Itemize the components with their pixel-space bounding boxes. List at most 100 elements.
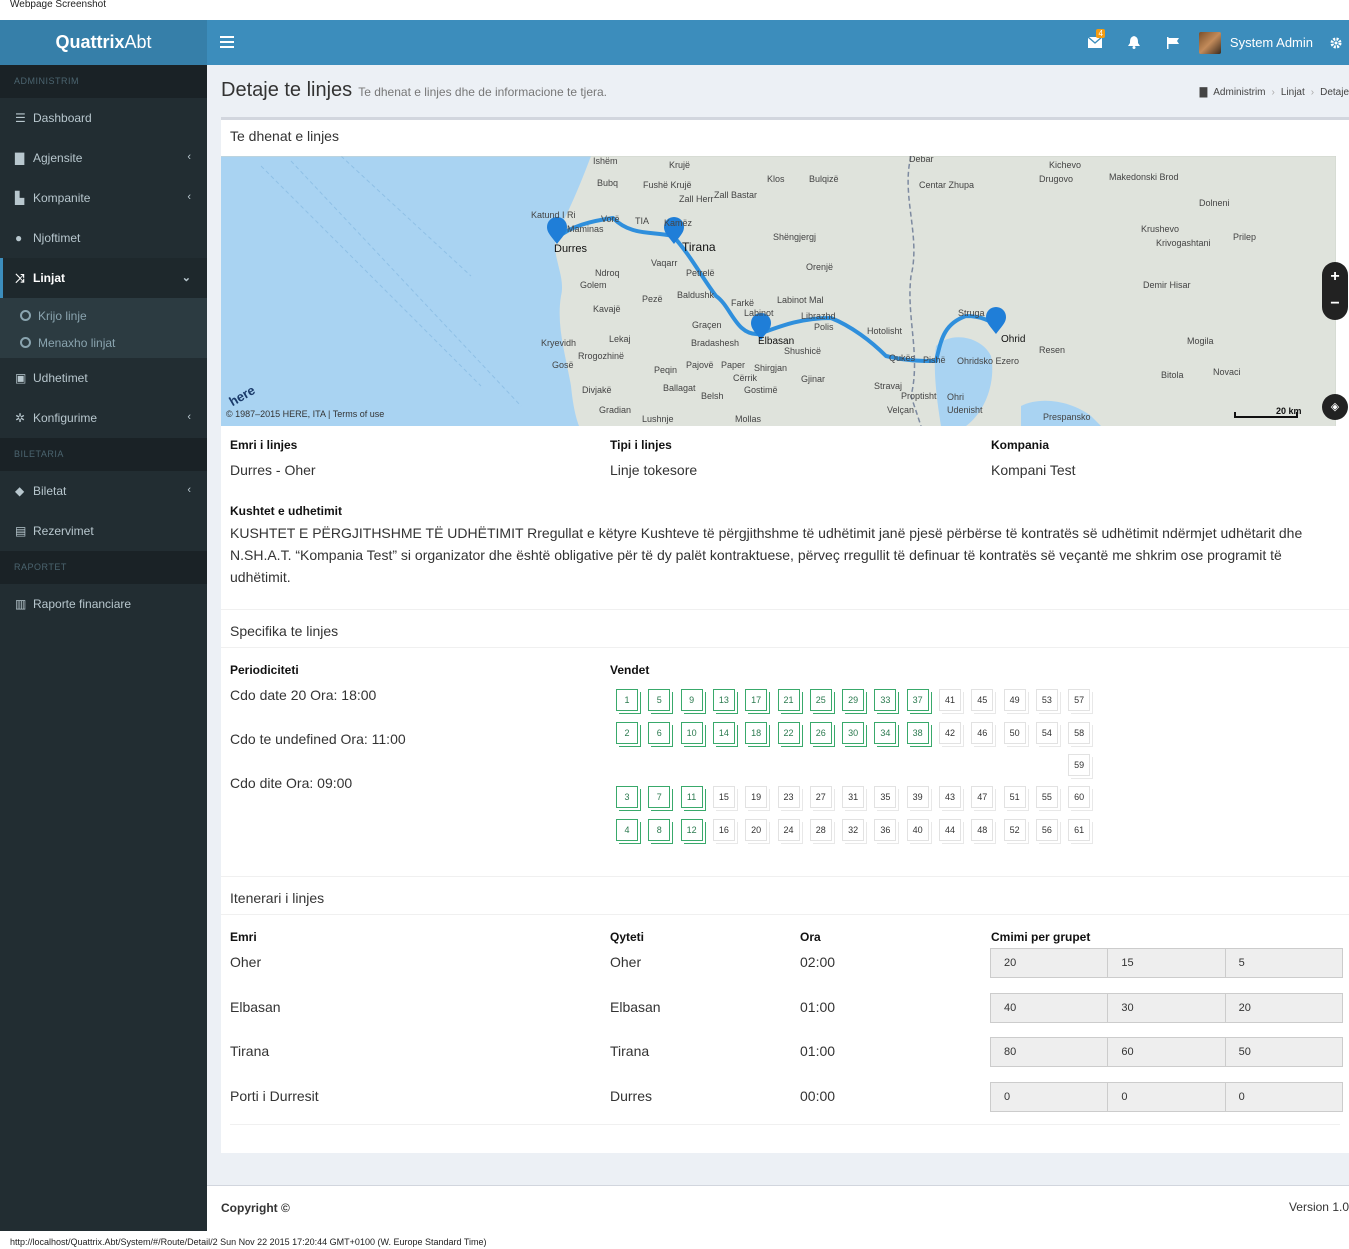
seat-47[interactable]: 47 bbox=[971, 786, 994, 808]
zoom-out-icon[interactable]: − bbox=[1330, 295, 1340, 312]
seat-57[interactable]: 57 bbox=[1068, 689, 1091, 711]
seat-35[interactable]: 35 bbox=[874, 786, 897, 808]
sidebar-item-rezervimet[interactable]: ▤ Rezervimet bbox=[0, 511, 207, 551]
seat-53[interactable]: 53 bbox=[1035, 689, 1058, 711]
price-cell[interactable]: 0 bbox=[991, 1083, 1109, 1111]
seat-33[interactable]: 33 bbox=[874, 689, 897, 711]
seat-36[interactable]: 36 bbox=[874, 819, 897, 841]
layers-icon[interactable]: ◈ bbox=[1322, 394, 1348, 420]
seat-20[interactable]: 20 bbox=[745, 819, 768, 841]
seat-14[interactable]: 14 bbox=[712, 722, 735, 744]
seat-22[interactable]: 22 bbox=[777, 722, 800, 744]
seat-44[interactable]: 44 bbox=[939, 819, 961, 841]
price-cell[interactable]: 40 bbox=[991, 994, 1109, 1022]
sidebar-item-njoftimet[interactable]: ● Njoftimet bbox=[0, 218, 207, 258]
seat-29[interactable]: 29 bbox=[842, 689, 865, 711]
seat-37[interactable]: 37 bbox=[906, 689, 929, 711]
seat-16[interactable]: 16 bbox=[712, 819, 735, 841]
seat-43[interactable]: 43 bbox=[939, 786, 961, 808]
seat-6[interactable]: 6 bbox=[648, 722, 671, 744]
seat-5[interactable]: 5 bbox=[648, 689, 671, 711]
seat-54[interactable]: 54 bbox=[1035, 722, 1058, 744]
mail-icon[interactable]: 4 bbox=[1076, 20, 1115, 65]
gear-icon[interactable] bbox=[1323, 20, 1349, 65]
hamburger-icon[interactable] bbox=[220, 34, 234, 50]
seat-51[interactable]: 51 bbox=[1003, 786, 1026, 808]
price-cell[interactable]: 0 bbox=[1238, 1091, 1245, 1103]
seat-32[interactable]: 32 bbox=[842, 819, 865, 841]
submenu-krijo-linje[interactable]: Krijo linje bbox=[0, 302, 207, 329]
seat-19[interactable]: 19 bbox=[745, 786, 768, 808]
brand-logo[interactable]: QuattrixAbt bbox=[0, 20, 207, 65]
seat-27[interactable]: 27 bbox=[809, 786, 832, 808]
seat-50[interactable]: 50 bbox=[1003, 722, 1026, 744]
seat-4[interactable]: 4 bbox=[616, 819, 638, 841]
seat-31[interactable]: 31 bbox=[842, 786, 865, 808]
seat-11[interactable]: 11 bbox=[680, 786, 703, 808]
seat-3[interactable]: 3 bbox=[616, 786, 638, 808]
seat-48[interactable]: 48 bbox=[971, 819, 994, 841]
seat-25[interactable]: 25 bbox=[809, 689, 832, 711]
sidebar-item-dashboard[interactable]: ☰ Dashboard bbox=[0, 98, 207, 138]
seat-2[interactable]: 2 bbox=[616, 722, 638, 744]
price-cell[interactable]: 15 bbox=[1108, 949, 1226, 977]
seat-18[interactable]: 18 bbox=[745, 722, 768, 744]
price-cell[interactable]: 5 bbox=[1238, 957, 1245, 969]
seat-42[interactable]: 42 bbox=[939, 722, 961, 744]
sidebar-item-udhetimet[interactable]: ▣ Udhetimet bbox=[0, 358, 207, 398]
seat-13[interactable]: 13 bbox=[712, 689, 735, 711]
seat-24[interactable]: 24 bbox=[777, 819, 800, 841]
seat-8[interactable]: 8 bbox=[648, 819, 671, 841]
bell-icon[interactable] bbox=[1115, 20, 1154, 65]
seat-39[interactable]: 39 bbox=[906, 786, 929, 808]
seat-52[interactable]: 52 bbox=[1003, 819, 1026, 841]
seat-61[interactable]: 61 bbox=[1068, 819, 1091, 841]
seat-56[interactable]: 56 bbox=[1035, 819, 1058, 841]
submenu-menaxho-linjat[interactable]: Menaxho linjat bbox=[0, 329, 207, 356]
map-pin-ohrid[interactable] bbox=[986, 307, 1006, 334]
price-cell[interactable]: 50 bbox=[1238, 1046, 1251, 1058]
seat-38[interactable]: 38 bbox=[906, 722, 929, 744]
price-cell[interactable]: 20 bbox=[1238, 1002, 1251, 1014]
sidebar-item-agjensite[interactable]: ▇ Agjensite ‹ bbox=[0, 138, 207, 178]
seat-30[interactable]: 30 bbox=[842, 722, 865, 744]
price-cell[interactable]: 30 bbox=[1108, 994, 1226, 1022]
sidebar-item-biletat[interactable]: ◆ Biletat ‹ bbox=[0, 471, 207, 511]
seat-34[interactable]: 34 bbox=[874, 722, 897, 744]
seat-55[interactable]: 55 bbox=[1035, 786, 1058, 808]
seat-15[interactable]: 15 bbox=[712, 786, 735, 808]
map-pin-elbasan[interactable] bbox=[751, 313, 771, 340]
seat-9[interactable]: 9 bbox=[680, 689, 703, 711]
seat-45[interactable]: 45 bbox=[971, 689, 994, 711]
seat-21[interactable]: 21 bbox=[777, 689, 800, 711]
breadcrumb-item-administrim[interactable]: Administrim bbox=[1213, 87, 1266, 98]
sidebar-item-kompanite[interactable]: ▙ Kompanite ‹ bbox=[0, 178, 207, 218]
seat-28[interactable]: 28 bbox=[809, 819, 832, 841]
seat-17[interactable]: 17 bbox=[745, 689, 768, 711]
flag-icon[interactable] bbox=[1154, 20, 1193, 65]
seat-7[interactable]: 7 bbox=[648, 786, 671, 808]
route-map[interactable]: Ishëm Krujë Debar Kichevo Drugovo Makedo… bbox=[221, 156, 1336, 426]
price-cell[interactable]: 20 bbox=[991, 949, 1109, 977]
seat-49[interactable]: 49 bbox=[1003, 689, 1026, 711]
seat-10[interactable]: 10 bbox=[680, 722, 703, 744]
seat-40[interactable]: 40 bbox=[906, 819, 929, 841]
seat-59[interactable]: 59 bbox=[1068, 754, 1091, 776]
sidebar-item-konfigurime[interactable]: ✲ Konfigurime ‹ bbox=[0, 398, 207, 438]
price-cell[interactable]: 60 bbox=[1108, 1038, 1226, 1066]
price-cell[interactable]: 80 bbox=[991, 1038, 1109, 1066]
user-menu[interactable]: System Admin bbox=[1193, 20, 1323, 65]
seat-26[interactable]: 26 bbox=[809, 722, 832, 744]
map-pin-tirana[interactable] bbox=[664, 217, 684, 244]
seat-60[interactable]: 60 bbox=[1068, 786, 1091, 808]
seat-23[interactable]: 23 bbox=[777, 786, 800, 808]
price-cell[interactable]: 0 bbox=[1108, 1083, 1226, 1111]
seat-46[interactable]: 46 bbox=[971, 722, 994, 744]
map-pin-durres[interactable] bbox=[547, 217, 567, 244]
seat-58[interactable]: 58 bbox=[1068, 722, 1091, 744]
breadcrumb-item-linjat[interactable]: Linjat bbox=[1280, 87, 1305, 98]
map-attribution[interactable]: © 1987–2015 HERE, ITA | Terms of use bbox=[226, 409, 384, 419]
sidebar-item-raporte-financiare[interactable]: ▥ Raporte financiare bbox=[0, 584, 207, 624]
seat-41[interactable]: 41 bbox=[939, 689, 961, 711]
seat-1[interactable]: 1 bbox=[616, 689, 638, 711]
